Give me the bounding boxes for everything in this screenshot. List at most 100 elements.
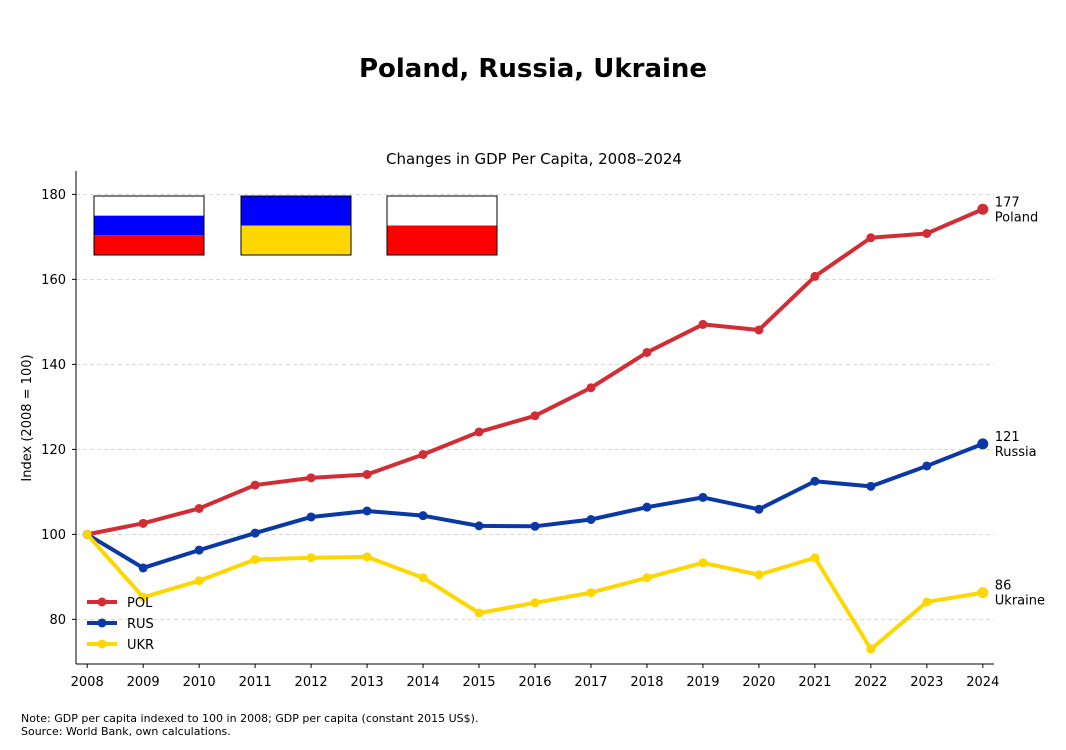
data-point bbox=[810, 553, 820, 563]
data-point bbox=[977, 203, 989, 215]
ticks: 80 100 120 140 160 180 2008 2009 2010 2011 2012 201… bbox=[41, 188, 999, 690]
data-point bbox=[362, 552, 372, 562]
data-point bbox=[642, 347, 652, 357]
data-point bbox=[698, 492, 708, 502]
x-tick-label: 2012 bbox=[295, 675, 328, 690]
series-rus bbox=[82, 438, 989, 573]
end-name-label: Ukraine bbox=[995, 594, 1045, 609]
figure-title: Poland, Russia, Ukraine bbox=[358, 54, 708, 84]
series-line bbox=[85, 532, 985, 652]
x-tick-label: 2014 bbox=[407, 675, 440, 690]
data-point bbox=[82, 529, 92, 539]
data-point bbox=[194, 576, 204, 586]
x-tick-label: 2011 bbox=[239, 675, 272, 690]
data-point bbox=[194, 545, 204, 555]
data-point bbox=[530, 521, 540, 531]
x-tick-label: 2020 bbox=[742, 675, 775, 690]
y-tick-label: 100 bbox=[41, 528, 66, 543]
y-tick-label: 120 bbox=[41, 443, 66, 458]
footnote: Note: GDP per capita indexed to 100 in 2… bbox=[21, 712, 478, 738]
data-point bbox=[754, 504, 764, 514]
x-tick-label: 2017 bbox=[574, 675, 607, 690]
data-point bbox=[530, 411, 540, 421]
y-tick-label: 140 bbox=[41, 358, 66, 373]
data-point bbox=[530, 598, 540, 608]
flag-poland bbox=[386, 195, 498, 256]
x-tick-label: 2015 bbox=[462, 675, 495, 690]
flags bbox=[93, 195, 498, 256]
y-tick-label: 180 bbox=[41, 188, 66, 203]
data-point bbox=[754, 570, 764, 580]
x-tick-label: 2008 bbox=[71, 675, 104, 690]
data-point bbox=[194, 503, 204, 513]
data-point bbox=[586, 515, 596, 524]
data-point bbox=[306, 512, 316, 522]
end-value-label: 177 bbox=[995, 195, 1020, 210]
end-name-label: Russia bbox=[995, 445, 1037, 460]
legend-label: POL bbox=[127, 596, 153, 611]
data-point bbox=[250, 528, 260, 538]
data-point bbox=[138, 592, 148, 602]
data-point bbox=[866, 481, 876, 491]
data-point bbox=[250, 554, 260, 564]
data-point bbox=[977, 438, 989, 450]
data-point bbox=[138, 518, 148, 528]
data-point bbox=[810, 271, 820, 281]
source-text: Source: World Bank, own calculations. bbox=[21, 725, 231, 738]
end-name-label: Poland bbox=[995, 210, 1038, 225]
data-point bbox=[362, 469, 372, 479]
data-point bbox=[418, 511, 428, 521]
data-point bbox=[977, 587, 989, 599]
x-tick-label: 2024 bbox=[966, 675, 999, 690]
data-point bbox=[922, 228, 932, 238]
legend-item-ukr: UKR bbox=[87, 638, 154, 653]
data-point bbox=[418, 573, 428, 583]
x-tick-label: 2010 bbox=[183, 675, 216, 690]
legend-marker bbox=[97, 639, 107, 649]
flag-border bbox=[386, 195, 498, 256]
end-value-label: 86 bbox=[995, 579, 1012, 594]
flag-stripe bbox=[387, 225, 497, 255]
legend-item-rus: RUS bbox=[87, 617, 154, 632]
data-point bbox=[306, 473, 316, 483]
y-tick-label: 160 bbox=[41, 273, 66, 288]
flag-stripe bbox=[241, 196, 351, 226]
flag-stripe bbox=[94, 196, 204, 216]
data-point bbox=[586, 383, 596, 393]
data-point bbox=[138, 563, 148, 573]
data-point bbox=[642, 502, 652, 512]
data-point bbox=[698, 558, 708, 568]
data-point bbox=[698, 319, 708, 329]
legend: POL RUS UKR bbox=[87, 596, 154, 653]
x-tick-label: 2009 bbox=[127, 675, 160, 690]
flag-stripe bbox=[94, 235, 204, 255]
x-tick-label: 2019 bbox=[686, 675, 719, 690]
data-point bbox=[362, 506, 372, 516]
data-point bbox=[922, 597, 932, 607]
x-tick-label: 2016 bbox=[518, 675, 551, 690]
flag-stripe bbox=[94, 215, 204, 236]
x-tick-label: 2021 bbox=[798, 675, 831, 690]
x-tick-label: 2013 bbox=[351, 675, 384, 690]
x-tick-label: 2022 bbox=[854, 675, 887, 690]
flag-ukraine bbox=[240, 195, 352, 256]
note-text: Note: GDP per capita indexed to 100 in 2… bbox=[21, 712, 479, 725]
legend-marker bbox=[97, 618, 107, 628]
series-ukr bbox=[82, 529, 989, 654]
legend-label: RUS bbox=[127, 617, 154, 632]
data-point bbox=[922, 461, 932, 471]
y-tick-label: 80 bbox=[49, 613, 66, 628]
data-point bbox=[474, 608, 484, 618]
data-point bbox=[474, 427, 484, 437]
x-tick-label: 2018 bbox=[630, 675, 663, 690]
flag-border bbox=[93, 195, 205, 256]
data-point bbox=[418, 449, 428, 459]
data-point bbox=[306, 553, 316, 563]
data-point bbox=[866, 644, 876, 654]
flag-russia bbox=[93, 195, 205, 256]
data-point bbox=[810, 476, 820, 486]
flag-stripe bbox=[387, 196, 497, 226]
data-point bbox=[250, 480, 260, 490]
